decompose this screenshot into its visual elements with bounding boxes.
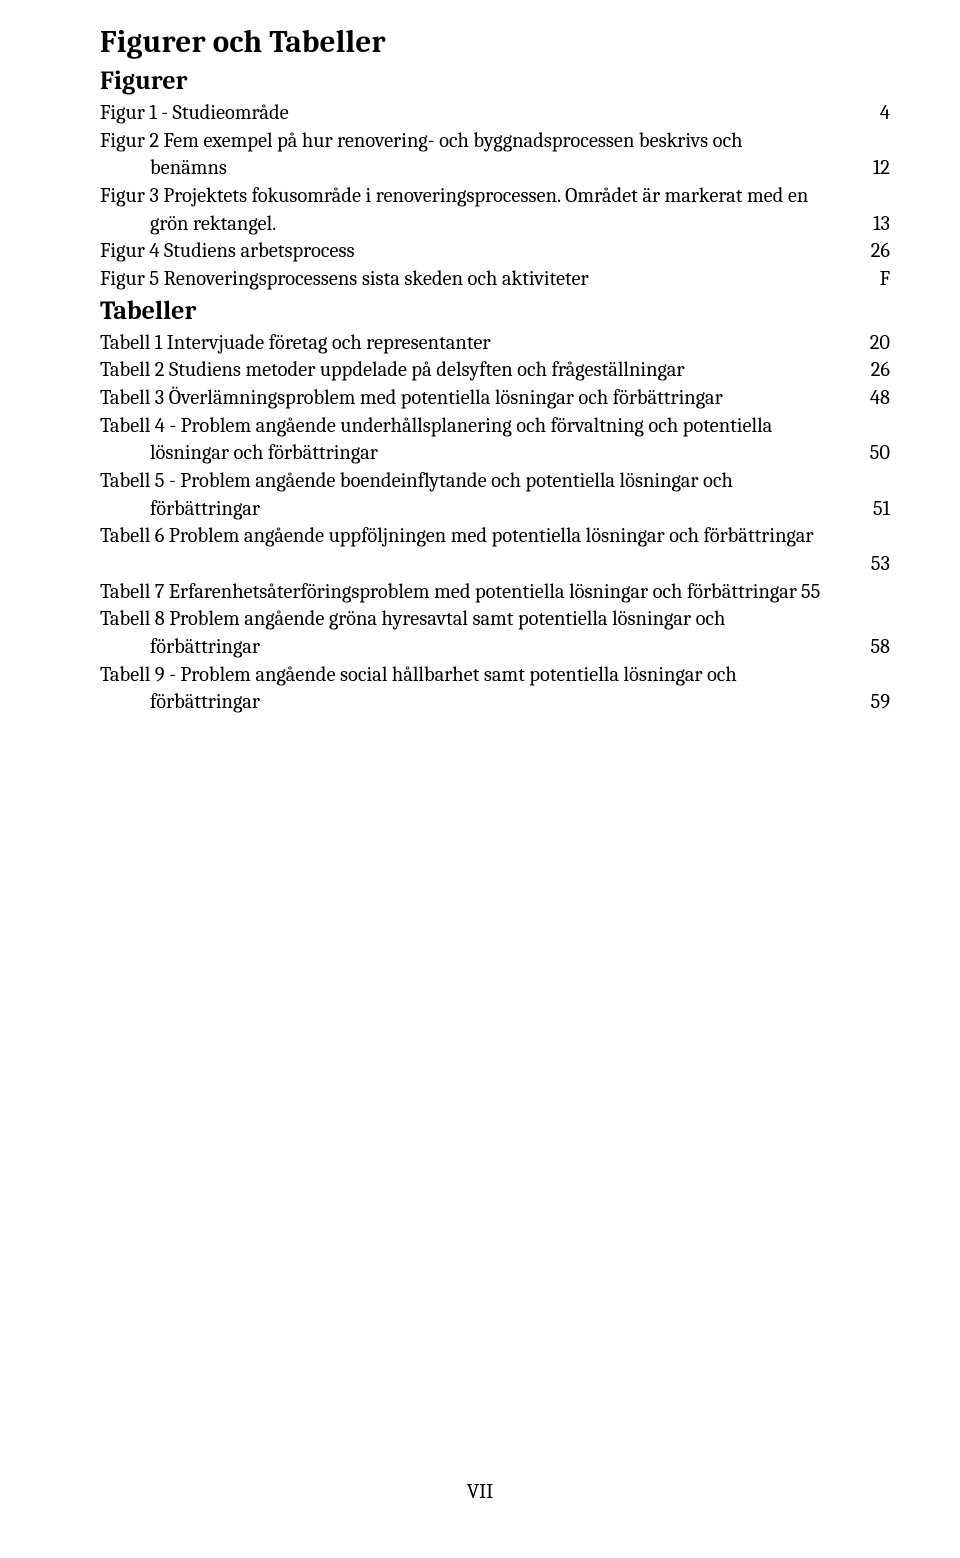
toc-page: 53 xyxy=(867,551,890,579)
toc-continuation: förbättringar 59 xyxy=(100,689,890,717)
toc-entry: Figur 3 Projektets fokusområde i renover… xyxy=(100,183,890,238)
toc-entry: Figur 5 Renoveringsprocessens sista sked… xyxy=(100,266,890,294)
toc-page: 58 xyxy=(866,634,890,662)
toc-label: Figur 2 Fem exempel på hur renovering- o… xyxy=(100,128,890,156)
toc-page: 26 xyxy=(867,238,890,266)
toc-label: Figur 1 - Studieområde xyxy=(100,100,289,128)
toc-entry: Tabell 5 - Problem angående boendeinflyt… xyxy=(100,468,890,523)
toc-label: Figur 4 Studiens arbetsprocess xyxy=(100,238,355,266)
toc-label: Tabell 2 Studiens metoder uppdelade på d… xyxy=(100,357,685,385)
toc-page: 20 xyxy=(866,330,890,358)
toc-page: 48 xyxy=(866,385,890,413)
document-page: Figurer och Tabeller Figurer Figur 1 - S… xyxy=(0,0,960,1558)
toc-label-continuation: förbättringar xyxy=(150,634,260,662)
toc-label-continuation: förbättringar xyxy=(150,496,260,524)
toc-page: F xyxy=(876,266,890,294)
toc-page: 26 xyxy=(867,357,890,385)
toc-page: 51 xyxy=(869,496,890,524)
toc-continuation: lösningar och förbättringar 50 xyxy=(100,440,890,468)
page-number: VII xyxy=(0,1481,960,1504)
toc-entry: Tabell 6 Problem angående uppföljningen … xyxy=(100,523,890,578)
figurer-list: Figur 1 - Studieområde 4Figur 2 Fem exemp… xyxy=(100,100,890,294)
toc-label: Figur 3 Projektets fokusområde i renover… xyxy=(100,183,890,211)
toc-label: Figur 5 Renoveringsprocessens sista sked… xyxy=(100,266,589,294)
toc-label-continuation: förbättringar xyxy=(150,689,260,717)
toc-entry: Figur 2 Fem exempel på hur renovering- o… xyxy=(100,128,890,183)
toc-page: 4 xyxy=(876,100,890,128)
toc-entry: Tabell 3 Överlämningsproblem med potenti… xyxy=(100,385,890,413)
toc-entry: Figur 1 - Studieområde 4 xyxy=(100,100,890,128)
toc-entry: Tabell 7 Erfarenhetsåterföringsproblem m… xyxy=(100,579,890,607)
toc-entry: Tabell 8 Problem angående gröna hyresavt… xyxy=(100,606,890,661)
toc-page: 12 xyxy=(869,155,890,183)
toc-label: Tabell 3 Överlämningsproblem med potenti… xyxy=(100,385,723,413)
toc-continuation: benämns 12 xyxy=(100,155,890,183)
heading-main: Figurer och Tabeller xyxy=(100,24,890,60)
toc-page: 13 xyxy=(869,211,890,239)
heading-tabeller: Tabeller xyxy=(100,296,890,326)
toc-continuation: grön rektangel. 13 xyxy=(100,211,890,239)
toc-page: 50 xyxy=(866,440,890,468)
toc-entry: Tabell 9 - Problem angående social hållb… xyxy=(100,662,890,717)
toc-entry: Tabell 1 Intervjuade företag och represe… xyxy=(100,330,890,358)
heading-figurer: Figurer xyxy=(100,66,890,96)
toc-continuation: förbättringar 51 xyxy=(100,496,890,524)
toc-label-continuation: benämns xyxy=(150,155,227,183)
toc-entry: Tabell 4 - Problem angående underhållspl… xyxy=(100,413,890,468)
toc-label: Tabell 5 - Problem angående boendeinflyt… xyxy=(100,468,890,496)
toc-label: Tabell 4 - Problem angående underhållspl… xyxy=(100,413,890,441)
toc-continuation: förbättringar 58 xyxy=(100,634,890,662)
toc-label-continuation: lösningar och förbättringar xyxy=(150,440,378,468)
toc-page: 55 xyxy=(797,579,820,607)
toc-label: Tabell 6 Problem angående uppföljningen … xyxy=(100,523,890,551)
toc-label: Tabell 1 Intervjuade företag och represe… xyxy=(100,330,490,358)
tabeller-list: Tabell 1 Intervjuade företag och represe… xyxy=(100,330,890,717)
toc-label: Tabell 8 Problem angående gröna hyresavt… xyxy=(100,606,890,634)
toc-entry: Tabell 2 Studiens metoder uppdelade på d… xyxy=(100,357,890,385)
toc-page: 59 xyxy=(866,689,890,717)
toc-label-continuation: grön rektangel. xyxy=(150,211,276,239)
toc-continuation: 53 xyxy=(100,551,890,579)
toc-entry: Figur 4 Studiens arbetsprocess 26 xyxy=(100,238,890,266)
toc-label: Tabell 7 Erfarenhetsåterföringsproblem m… xyxy=(100,579,797,607)
toc-label: Tabell 9 - Problem angående social hållb… xyxy=(100,662,890,690)
